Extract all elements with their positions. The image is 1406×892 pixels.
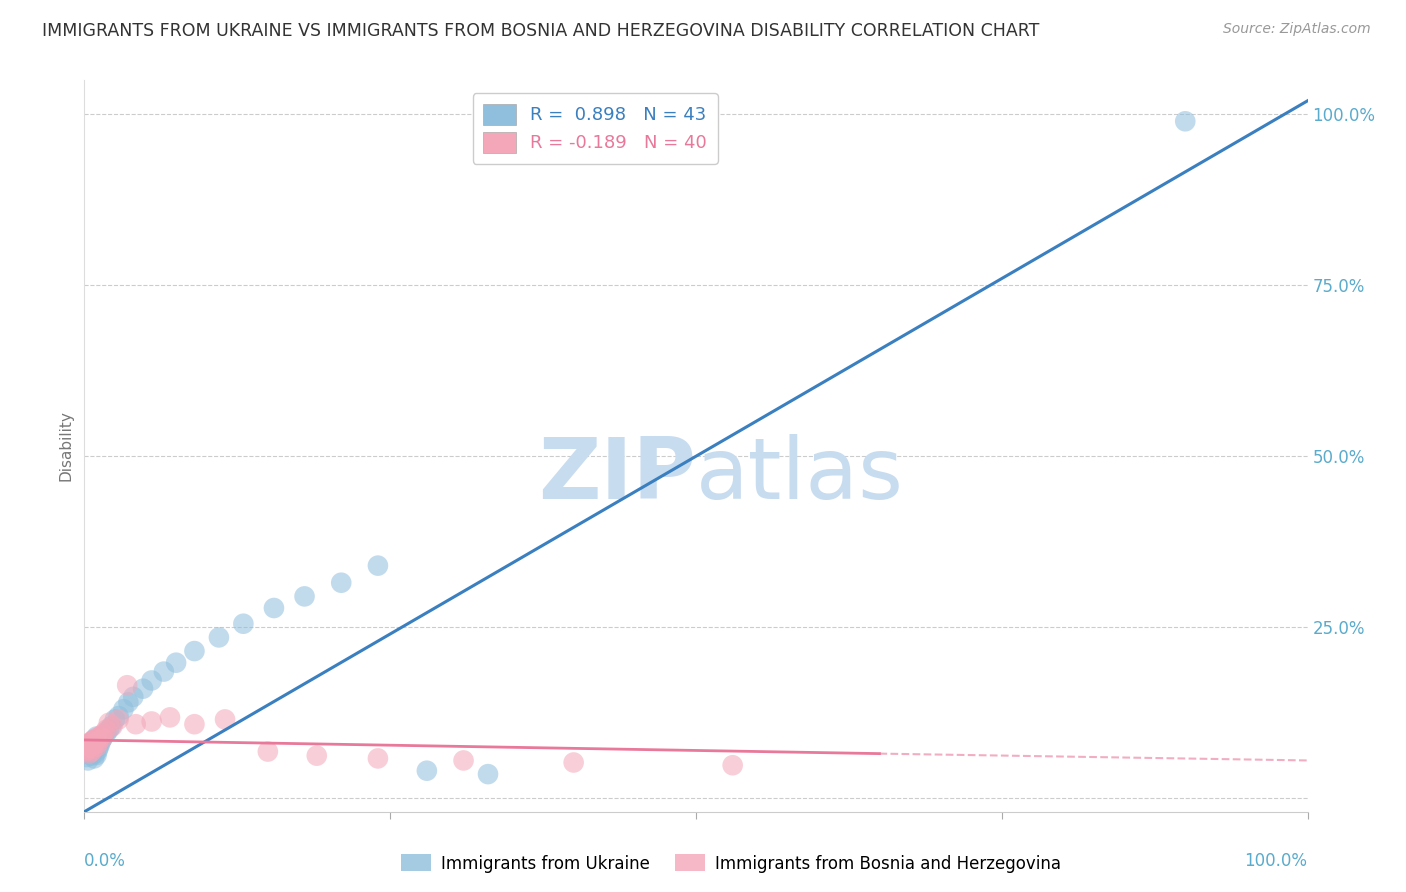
Legend: Immigrants from Ukraine, Immigrants from Bosnia and Herzegovina: Immigrants from Ukraine, Immigrants from…: [395, 847, 1067, 880]
Point: [80, 739, 103, 753]
Point: [159, 710, 181, 724]
Point: [82, 741, 104, 756]
Point: [107, 713, 129, 727]
Text: atlas: atlas: [696, 434, 904, 516]
Point: [83, 732, 105, 747]
Point: [87, 733, 110, 747]
Point: [562, 756, 585, 770]
Point: [263, 601, 285, 615]
Point: [104, 713, 127, 727]
Point: [79, 736, 101, 750]
Point: [91, 731, 114, 745]
Point: [96, 726, 118, 740]
Point: [84, 735, 107, 749]
Y-axis label: Disability: Disability: [58, 410, 73, 482]
Point: [721, 758, 744, 772]
Point: [77, 743, 100, 757]
Legend: R =  0.898   N = 43, R = -0.189   N = 40: R = 0.898 N = 43, R = -0.189 N = 40: [472, 93, 718, 163]
Point: [86, 731, 108, 745]
Point: [76, 750, 98, 764]
Point: [83, 733, 105, 747]
Point: [75, 745, 97, 759]
Point: [90, 728, 112, 742]
Point: [93, 726, 115, 740]
Point: [183, 644, 205, 658]
Point: [83, 751, 105, 765]
Text: 0.0%: 0.0%: [84, 852, 127, 870]
Text: Source: ZipAtlas.com: Source: ZipAtlas.com: [1223, 22, 1371, 37]
Point: [76, 741, 98, 756]
Point: [141, 673, 163, 688]
Point: [77, 747, 100, 761]
Point: [232, 616, 254, 631]
Point: [77, 747, 100, 761]
Point: [208, 631, 231, 645]
Point: [294, 590, 316, 604]
Point: [79, 743, 101, 757]
Point: [77, 738, 100, 752]
Point: [77, 739, 100, 754]
Point: [477, 767, 499, 781]
Point: [90, 733, 112, 747]
Point: [96, 723, 118, 737]
Text: IMMIGRANTS FROM UKRAINE VS IMMIGRANTS FROM BOSNIA AND HERZEGOVINA DISABILITY COR: IMMIGRANTS FROM UKRAINE VS IMMIGRANTS FR…: [42, 22, 1039, 40]
Point: [77, 754, 100, 768]
Point: [214, 713, 236, 727]
Point: [82, 733, 104, 747]
Point: [86, 747, 108, 762]
Text: 100.0%: 100.0%: [1244, 852, 1308, 870]
Point: [97, 723, 120, 737]
Point: [76, 739, 98, 753]
Point: [82, 741, 104, 756]
Point: [183, 717, 205, 731]
Point: [107, 709, 129, 723]
Point: [80, 745, 103, 759]
Point: [79, 740, 101, 755]
Point: [367, 751, 389, 765]
Point: [117, 695, 139, 709]
Point: [93, 728, 115, 742]
Point: [101, 719, 124, 733]
Point: [89, 730, 111, 744]
Point: [453, 754, 475, 768]
Point: [141, 714, 163, 729]
Point: [97, 715, 120, 730]
Point: [122, 690, 145, 704]
Point: [86, 739, 108, 754]
Point: [77, 736, 100, 750]
Point: [115, 678, 138, 692]
Point: [165, 656, 187, 670]
Point: [82, 738, 104, 752]
Point: [112, 702, 135, 716]
Point: [1174, 114, 1197, 128]
Point: [305, 748, 328, 763]
Point: [330, 575, 353, 590]
Point: [80, 745, 103, 759]
Point: [100, 719, 122, 733]
Point: [257, 745, 280, 759]
Point: [84, 747, 107, 761]
Point: [80, 748, 103, 763]
Point: [87, 743, 110, 757]
Point: [79, 735, 101, 749]
Point: [132, 681, 155, 696]
Point: [83, 738, 105, 752]
Point: [86, 730, 108, 744]
Text: ZIP: ZIP: [538, 434, 696, 516]
Point: [91, 731, 114, 745]
Point: [89, 736, 111, 750]
Point: [125, 717, 148, 731]
Point: [416, 764, 439, 778]
Point: [87, 736, 110, 750]
Point: [153, 665, 176, 679]
Point: [87, 739, 110, 754]
Point: [367, 558, 389, 573]
